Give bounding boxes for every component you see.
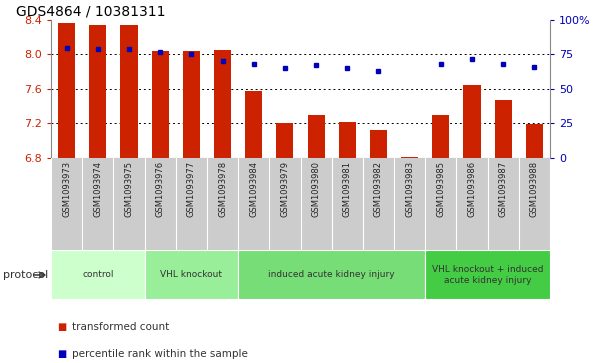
Text: GSM1093981: GSM1093981 [343,161,352,217]
Text: GDS4864 / 10381311: GDS4864 / 10381311 [16,5,166,19]
Bar [238,250,426,299]
Bar [58,23,75,158]
Text: VHL knockout: VHL knockout [160,270,222,280]
Text: GSM1093975: GSM1093975 [124,161,133,217]
Text: percentile rank within the sample: percentile rank within the sample [72,349,248,359]
Bar [276,123,293,158]
Bar [151,51,169,158]
Text: GSM1093976: GSM1093976 [156,161,165,217]
Text: induced acute kidney injury: induced acute kidney injury [269,270,395,280]
Text: GSM1093982: GSM1093982 [374,161,383,217]
Text: GSM1093985: GSM1093985 [436,161,445,217]
Bar [90,25,106,158]
Bar [120,25,138,158]
Bar [51,250,145,299]
Bar [426,250,550,299]
Text: transformed count: transformed count [72,322,169,332]
Text: GSM1093979: GSM1093979 [281,161,290,217]
Text: GSM1093986: GSM1093986 [468,161,477,217]
Text: GSM1093983: GSM1093983 [405,161,414,217]
Text: control: control [82,270,114,280]
Text: protocol: protocol [3,270,48,280]
Text: GSM1093987: GSM1093987 [499,161,508,217]
Bar [308,115,325,158]
Text: GSM1093988: GSM1093988 [530,161,539,217]
Bar [339,122,356,158]
Text: ■: ■ [57,349,66,359]
Text: GSM1093984: GSM1093984 [249,161,258,217]
Bar [495,100,511,158]
Text: GSM1093974: GSM1093974 [93,161,102,217]
Text: GSM1093980: GSM1093980 [311,161,320,217]
Text: ■: ■ [57,322,66,332]
Bar [432,115,450,158]
Text: GSM1093978: GSM1093978 [218,161,227,217]
Bar [526,124,543,158]
Bar [51,158,550,250]
Bar [463,86,481,158]
Text: VHL knockout + induced
acute kidney injury: VHL knockout + induced acute kidney inju… [432,265,543,285]
Bar [214,50,231,158]
Text: GSM1093973: GSM1093973 [62,161,71,217]
Bar [245,91,262,158]
Bar [183,51,200,158]
Text: GSM1093977: GSM1093977 [187,161,196,217]
Bar [370,130,387,158]
Bar [145,250,238,299]
Bar [401,157,418,158]
